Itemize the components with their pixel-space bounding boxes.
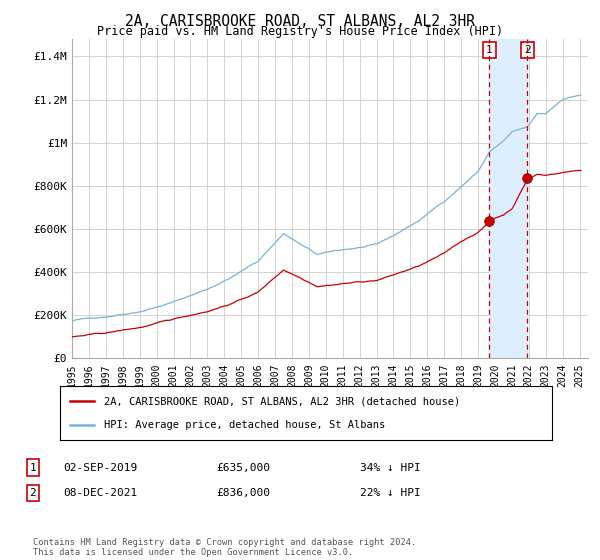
Text: £836,000: £836,000 [216, 488, 270, 498]
Text: 1: 1 [486, 45, 493, 55]
Text: £635,000: £635,000 [216, 463, 270, 473]
Text: 22% ↓ HPI: 22% ↓ HPI [360, 488, 421, 498]
Text: 2: 2 [29, 488, 37, 498]
Text: 1: 1 [29, 463, 37, 473]
Text: 2A, CARISBROOKE ROAD, ST ALBANS, AL2 3HR (detached house): 2A, CARISBROOKE ROAD, ST ALBANS, AL2 3HR… [104, 396, 461, 407]
Text: 34% ↓ HPI: 34% ↓ HPI [360, 463, 421, 473]
Text: 2A, CARISBROOKE ROAD, ST ALBANS, AL2 3HR: 2A, CARISBROOKE ROAD, ST ALBANS, AL2 3HR [125, 14, 475, 29]
Text: Price paid vs. HM Land Registry's House Price Index (HPI): Price paid vs. HM Land Registry's House … [97, 25, 503, 38]
Text: 08-DEC-2021: 08-DEC-2021 [63, 488, 137, 498]
Bar [490, 39, 527, 358]
Text: 2: 2 [524, 45, 531, 55]
Text: 02-SEP-2019: 02-SEP-2019 [63, 463, 137, 473]
Text: Contains HM Land Registry data © Crown copyright and database right 2024.
This d: Contains HM Land Registry data © Crown c… [33, 538, 416, 557]
Text: HPI: Average price, detached house, St Albans: HPI: Average price, detached house, St A… [104, 419, 386, 430]
